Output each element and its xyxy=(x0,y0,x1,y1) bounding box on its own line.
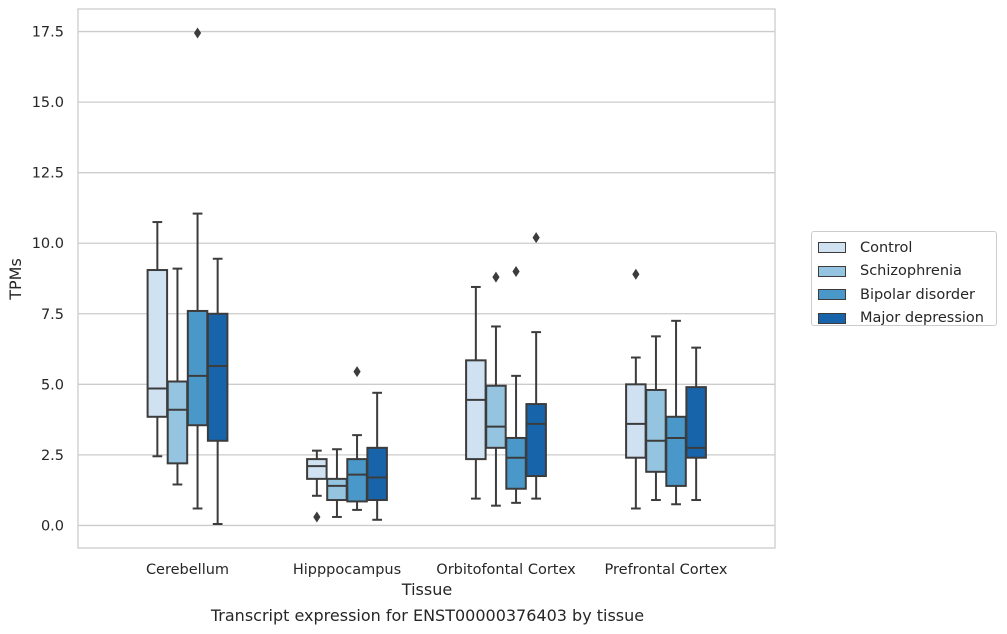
iqr-box xyxy=(186,309,209,427)
y-tick-label: 7.5 xyxy=(41,307,64,323)
legend-label: Bipolar disorder xyxy=(860,286,975,303)
iqr-box xyxy=(166,380,189,465)
legend-item: Schizophrenia xyxy=(818,260,996,284)
legend-swatch xyxy=(818,289,846,301)
iqr-box xyxy=(685,386,707,459)
legend-label: Major depression xyxy=(860,310,984,327)
iqr-box xyxy=(665,415,687,487)
box-schizophrenia xyxy=(485,271,507,507)
outlier-point xyxy=(512,265,520,277)
iqr-box xyxy=(505,436,527,490)
legend-swatch xyxy=(818,265,846,277)
box-bipolar-disorder xyxy=(186,27,209,510)
box-bipolar-disorder xyxy=(665,319,687,506)
legend-swatch xyxy=(818,312,846,324)
iqr-box xyxy=(146,269,169,418)
y-tick-label: 12.5 xyxy=(32,166,64,182)
x-axis-ticks: Cerebellum Hipppocampus Orbitofontal Corte… xyxy=(146,562,728,578)
y-tick-label: 15.0 xyxy=(32,95,64,111)
box-control xyxy=(625,268,647,510)
legend-swatch xyxy=(818,242,846,254)
x-tick-label: Prefrontal Cortex xyxy=(605,562,728,578)
outlier-point xyxy=(193,27,202,39)
x-tick-label: Orbitofontal Cortex xyxy=(436,562,576,578)
y-tick-label: 17.5 xyxy=(32,25,64,41)
legend-label: Control xyxy=(860,239,913,256)
box-control xyxy=(465,285,487,500)
box-major-depression xyxy=(685,346,707,502)
iqr-box xyxy=(645,388,667,473)
y-tick-label: 0.0 xyxy=(41,518,64,534)
iqr-box xyxy=(206,312,229,442)
iqr-box xyxy=(306,458,328,480)
iqr-box xyxy=(485,384,507,449)
outlier-point xyxy=(492,271,500,283)
y-axis-label: TPMs xyxy=(6,258,25,301)
legend-label: Schizophrenia xyxy=(860,263,962,280)
box-schizophrenia xyxy=(326,448,348,518)
y-tick-label: 2.5 xyxy=(41,448,64,464)
legend-item: Bipolar disorder xyxy=(818,283,996,307)
iqr-box xyxy=(326,477,348,502)
iqr-box xyxy=(366,446,388,502)
iqr-box xyxy=(465,359,487,461)
outlier-point xyxy=(353,366,361,378)
iqr-box xyxy=(625,383,647,459)
x-axis-label: Tissue xyxy=(401,580,452,599)
iqr-box xyxy=(525,403,547,478)
outlier-point xyxy=(632,268,640,280)
outlier-point xyxy=(313,511,321,523)
legend: Control Schizophrenia Bipolar disorder Majo… xyxy=(811,231,997,326)
legend-item: Major depression xyxy=(818,307,996,331)
x-tick-label: Cerebellum xyxy=(146,562,229,578)
y-tick-label: 10.0 xyxy=(32,236,64,252)
outlier-point xyxy=(532,232,540,244)
box-major-depression xyxy=(525,232,547,500)
box-major-depression xyxy=(206,257,229,526)
legend-item: Control xyxy=(818,236,996,260)
y-tick-label: 5.0 xyxy=(41,377,64,393)
y-axis-ticks: 0.0 2.5 5.0 7.5 10.0 12.5 15.0 17.5 xyxy=(32,25,64,535)
box-groups xyxy=(146,27,707,526)
box-bipolar-disorder xyxy=(346,366,368,511)
box-major-depression xyxy=(366,391,388,521)
box-control xyxy=(146,221,169,458)
iqr-box xyxy=(346,458,368,503)
box-schizophrenia xyxy=(645,335,667,502)
x-tick-label: Hipppocampus xyxy=(293,562,401,578)
box-control xyxy=(306,449,328,523)
box-schizophrenia xyxy=(166,267,189,486)
figure-caption: Transcript expression for ENST0000037640… xyxy=(210,606,645,625)
plot-frame xyxy=(77,8,776,549)
